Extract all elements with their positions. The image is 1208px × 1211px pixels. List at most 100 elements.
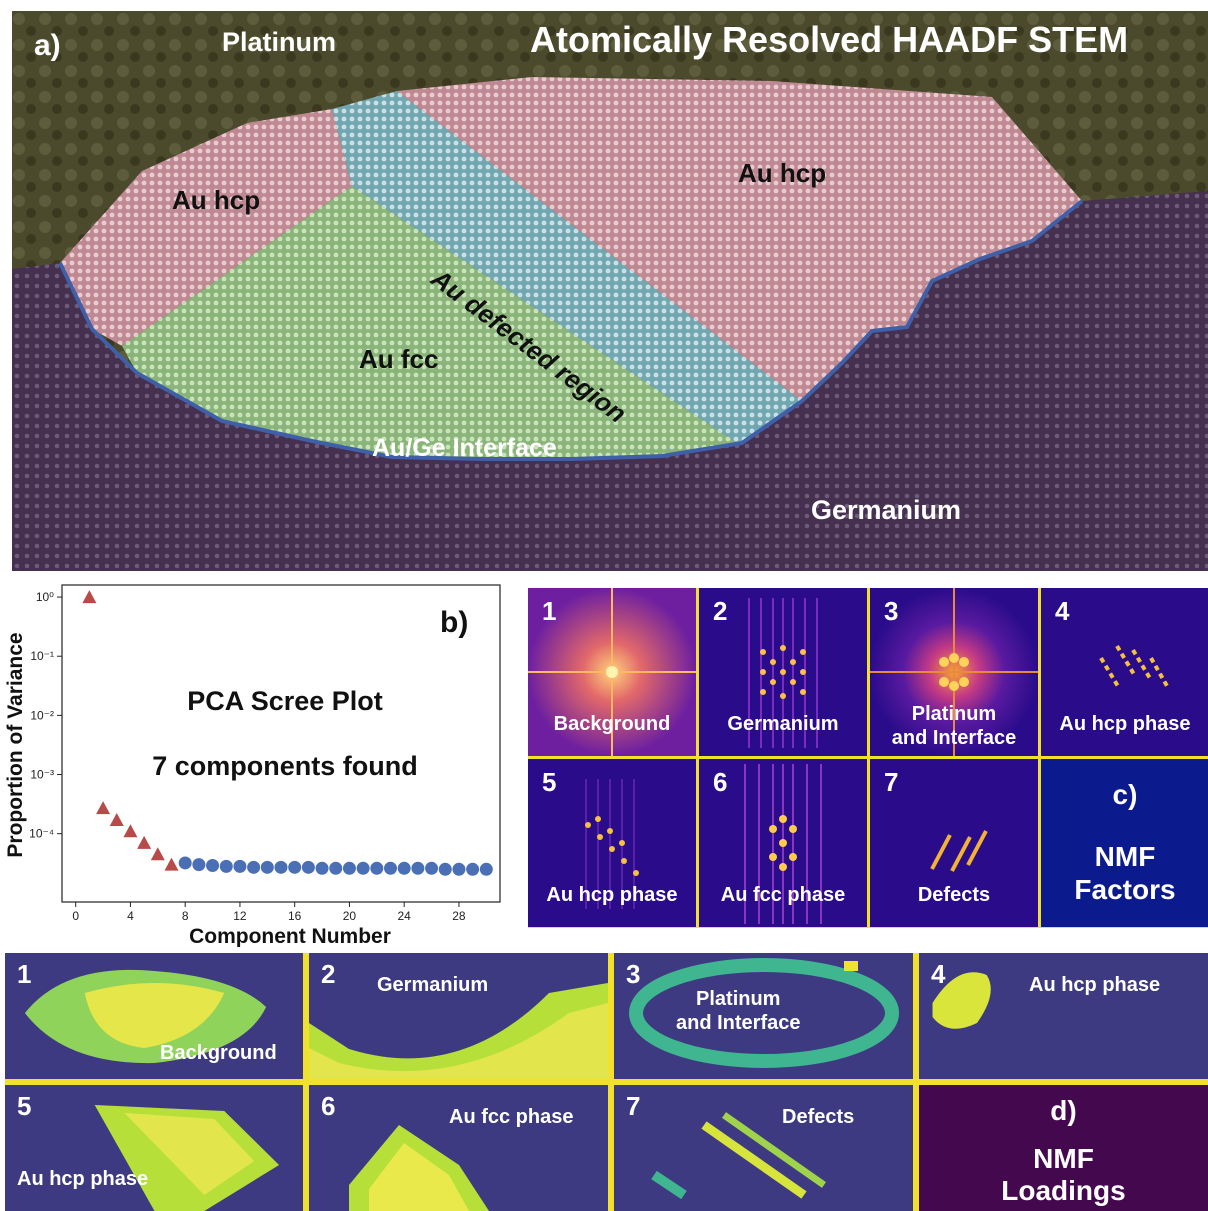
interface-label: Au/Ge Interface (372, 434, 557, 462)
scree-point-circle (356, 861, 370, 875)
tile-label-line: Platinum (911, 703, 997, 725)
tile-number: 3 (884, 596, 899, 626)
plot-frame (61, 584, 501, 903)
panel-d-tag: d) (1050, 1095, 1077, 1126)
tile-label: Background (528, 712, 696, 736)
tile-label-line: Background (160, 1042, 277, 1064)
nmf-loading-tile: 3 Platinum and Interface (614, 953, 913, 1079)
scree-point-circle (438, 862, 452, 876)
panel-a-tag: a) (34, 29, 61, 62)
scree-point-circle (479, 862, 493, 876)
scree-point-circle (260, 860, 274, 874)
scree-point-triangle (123, 824, 138, 838)
legend-line: NMF (1033, 1143, 1094, 1174)
panel-b-tag: b) (440, 606, 468, 639)
nmf-loading-tile: 1 Background (5, 953, 303, 1079)
germanium-region (12, 191, 1208, 571)
scree-point-triangle (82, 590, 97, 604)
tile-label-line: Au hcp phase (1029, 974, 1161, 996)
au-ge-interface-line (58, 199, 1084, 461)
tile-number: 4 (931, 959, 946, 989)
scree-point-circle (247, 860, 261, 874)
scree-plot: 0 4 8 12 16 20 24 28 10⁰ 10⁻¹ 10⁻² 10⁻³ 10⁻⁴ b) PCA … (4, 584, 501, 947)
scree-point-triangle (164, 857, 179, 871)
x-tick-label: 8 (182, 909, 189, 923)
tile-number: 5 (17, 1091, 32, 1121)
scree-point-triangle (150, 847, 165, 861)
tile-number: 2 (713, 596, 728, 626)
fft-pattern (528, 759, 696, 927)
loading-map (5, 953, 303, 1079)
y-tick-label: 10⁻¹ (30, 649, 54, 663)
tile-label: Platinum and Interface (870, 702, 1038, 750)
scree-point-triangle (137, 835, 152, 849)
scree-plot-subtitle: 7 components found (152, 751, 418, 781)
fft-pattern (1041, 588, 1208, 756)
tile-label-line: Defects (917, 884, 991, 906)
tile-label-line: Au hcp phase (17, 1168, 149, 1190)
scree-point-circle (178, 856, 192, 870)
fft-pattern (699, 588, 867, 756)
fft-pattern (870, 759, 1038, 927)
scree-point-circle (329, 861, 343, 875)
nmf-factor-tile: 5 Au hcp phase (528, 759, 696, 927)
y-tick-label: 10⁰ (36, 590, 54, 604)
nmf-loading-tile: 4 Au hcp phase (919, 953, 1208, 1079)
y-tick-label: 10⁻³ (30, 768, 54, 782)
tile-label-line: Germanium (727, 713, 839, 735)
legend-line: Loadings (1001, 1175, 1126, 1206)
panel-c-tag: c) (1112, 779, 1138, 810)
scree-point-circle (370, 861, 384, 875)
tile-label-line: Platinum (696, 988, 781, 1010)
y-axis-label: Proportion of Variance (4, 632, 27, 857)
scree-point-circle (315, 861, 329, 875)
scree-point-triangle (109, 813, 124, 827)
scree-point-circle (466, 862, 480, 876)
legend-line: Factors (1074, 874, 1176, 905)
au-fcc-label: Au fcc (359, 344, 439, 374)
loading-map (614, 953, 913, 1079)
x-tick-label: 4 (127, 909, 134, 923)
tile-label: Au hcp phase (17, 1167, 148, 1191)
tile-label-line: Background (553, 713, 671, 735)
scree-point-circle (452, 862, 466, 876)
nmf-loading-tile: 7 Defects (614, 1085, 913, 1211)
tile-label-line: Au hcp phase (546, 884, 678, 906)
tile-label: Germanium (377, 973, 488, 997)
nmf-loading-tile: 6 Au fcc phase (309, 1085, 608, 1211)
tile-label-line: Germanium (377, 974, 489, 996)
y-tick-label: 10⁻⁴ (29, 827, 54, 841)
tile-label-line: Au fcc phase (720, 884, 846, 906)
pca-scree-panel: 0 4 8 12 16 20 24 28 10⁰ 10⁻¹ 10⁻² 10⁻³ 10⁻⁴ b) PCA … (0, 575, 510, 947)
tile-label-line: Au hcp phase (1059, 713, 1191, 735)
scree-point-circle (411, 861, 425, 875)
x-axis-label: Component Number (189, 925, 391, 947)
tile-number: 4 (1055, 596, 1070, 626)
tile-number: 3 (626, 959, 641, 989)
nmf-factors-panel: 1 Background 2 Germanium 3 Platinum and Interf… (528, 588, 1208, 928)
scree-point-circle (192, 858, 206, 872)
platinum-label: Platinum (222, 27, 337, 57)
loading-map (614, 1085, 913, 1211)
scree-point-circle (425, 861, 439, 875)
nmf-factor-tile: 6 Au fcc phase (699, 759, 867, 927)
tile-label: Au fcc phase (699, 883, 867, 907)
tile-label-line: Defects (782, 1106, 855, 1128)
scree-point-circle (397, 861, 411, 875)
scree-point-circle (301, 860, 315, 874)
au-hcp-right-label: Au hcp (738, 158, 827, 188)
figure-title: Atomically Resolved HAADF STEM (530, 19, 1129, 60)
tile-label: Au hcp phase (1041, 712, 1208, 736)
au-hcp-left-label: Au hcp (172, 185, 261, 215)
scree-point-circle (384, 861, 397, 875)
tile-label: Platinum and Interface (676, 987, 800, 1035)
nmf-factors-legend-tile: c) NMF Factors (1041, 759, 1208, 927)
fft-pattern (528, 588, 696, 756)
loading-map (919, 953, 1208, 1079)
x-tick-label: 20 (343, 909, 357, 923)
tile-number: 6 (713, 767, 728, 797)
germanium-label: Germanium (811, 495, 962, 525)
tile-number: 7 (626, 1091, 641, 1121)
scree-plot-title: PCA Scree Plot (187, 686, 383, 716)
nmf-factor-tile: 1 Background (528, 588, 696, 756)
